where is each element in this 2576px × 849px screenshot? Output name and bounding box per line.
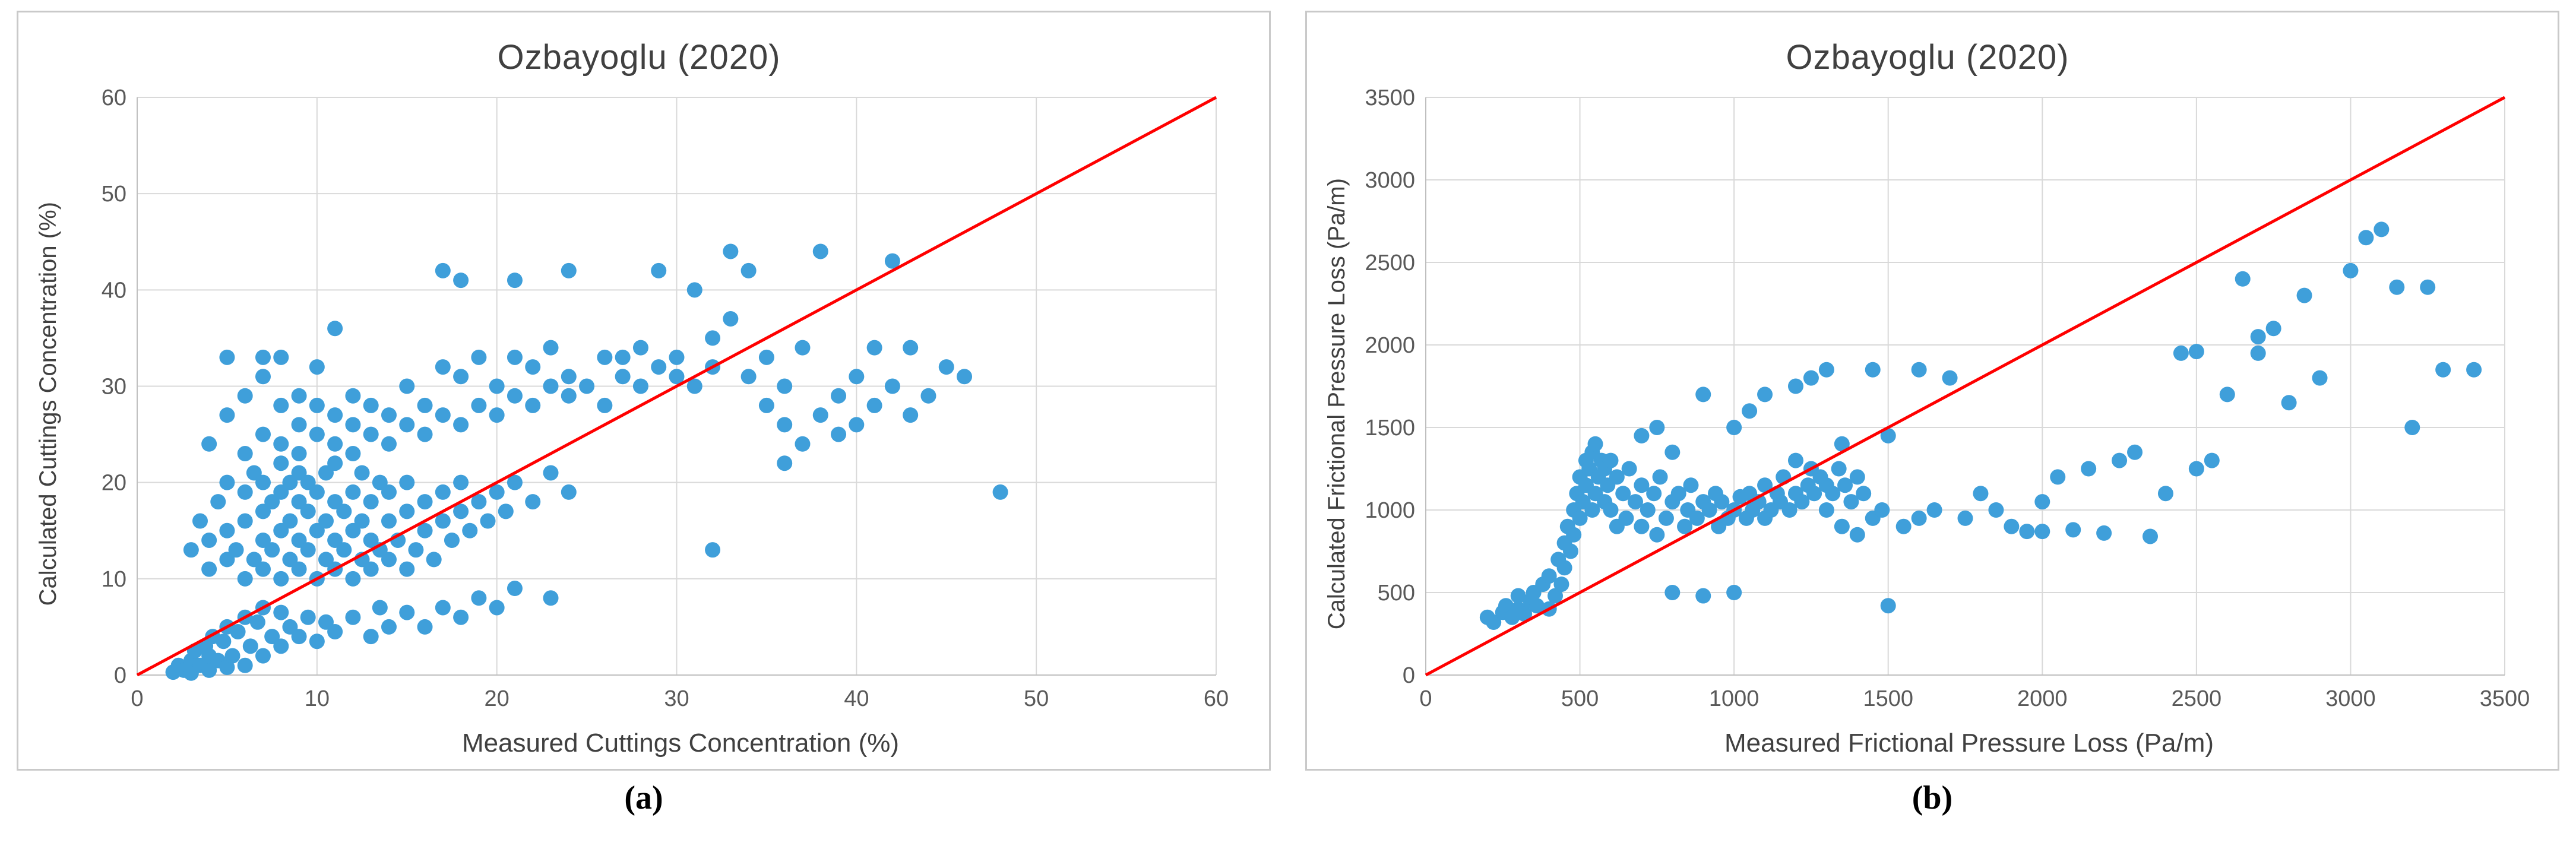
scatter-plot-b: 0 500 1000 1500 2000 2500 3000 3500 0 500 1000 1500… — [1356, 85, 2537, 723]
y-axis-label-col-a: Calculated Cuttings Concentration (%) — [29, 85, 67, 723]
y-axis-label-b: Calculated Frictional Pressure Loss (Pa/… — [1323, 178, 1350, 630]
svg-text:20: 20 — [485, 686, 509, 711]
svg-text:3000: 3000 — [1365, 168, 1415, 193]
scatter-plot-svg: 0 10 20 30 40 50 60 0 10 20 30 40 50 60 — [102, 85, 1229, 711]
x-axis-label-b: Measured Frictional Pressure Loss (Pa/m) — [1724, 728, 2214, 758]
svg-text:0: 0 — [131, 686, 143, 711]
svg-text:30: 30 — [102, 375, 126, 400]
caption-b: (b) — [1912, 780, 1953, 816]
svg-text:0: 0 — [1419, 686, 1432, 711]
chart-body-a: Calculated Cuttings Concentration (%) 0 1… — [29, 85, 1249, 723]
x-axis-label-a: Measured Cuttings Concentration (%) — [461, 728, 900, 758]
svg-text:50: 50 — [102, 182, 126, 207]
svg-text:10: 10 — [102, 567, 126, 592]
svg-text:500: 500 — [1561, 686, 1599, 711]
y-axis-label-col-b: Calculated Frictional Pressure Loss (Pa/… — [1318, 85, 1356, 723]
svg-text:0: 0 — [114, 663, 126, 688]
y-axis-label-a: Calculated Cuttings Concentration (%) — [34, 202, 61, 606]
svg-text:3000: 3000 — [2325, 686, 2376, 711]
svg-text:2000: 2000 — [2017, 686, 2068, 711]
svg-text:0: 0 — [1403, 663, 1415, 688]
svg-text:40: 40 — [844, 686, 869, 711]
svg-text:3500: 3500 — [2480, 686, 2530, 711]
svg-text:60: 60 — [102, 85, 126, 110]
chart-panel-a: Ozbayoglu (2020) Calculated Cuttings Con… — [17, 11, 1271, 771]
scatter-plot-svg: 0 500 1000 1500 2000 2500 3000 3500 0 500 1000 1500… — [1365, 85, 2530, 711]
svg-text:500: 500 — [1378, 581, 1415, 606]
svg-text:1000: 1000 — [1709, 686, 1759, 711]
svg-text:30: 30 — [664, 686, 689, 711]
svg-text:40: 40 — [102, 278, 126, 303]
svg-text:10: 10 — [305, 686, 330, 711]
panel-captions: (a) (b) — [0, 771, 2576, 817]
svg-text:20: 20 — [102, 471, 126, 496]
chart-body-b: Calculated Frictional Pressure Loss (Pa/… — [1318, 85, 2537, 723]
chart-title-a: Ozbayoglu (2020) — [497, 38, 781, 77]
chart-panels: Ozbayoglu (2020) Calculated Cuttings Con… — [17, 11, 2559, 771]
svg-text:1000: 1000 — [1365, 498, 1415, 523]
svg-text:50: 50 — [1024, 686, 1049, 711]
svg-text:1500: 1500 — [1365, 416, 1415, 441]
svg-text:2500: 2500 — [1365, 251, 1415, 275]
scatter-plot-a: 0 10 20 30 40 50 60 0 10 20 30 40 50 60 — [67, 85, 1249, 723]
chart-panel-b: Ozbayoglu (2020) Calculated Frictional P… — [1305, 11, 2559, 771]
svg-text:3500: 3500 — [1365, 85, 1415, 110]
caption-a: (a) — [624, 780, 663, 816]
svg-text:1500: 1500 — [1863, 686, 1913, 711]
svg-text:2500: 2500 — [2172, 686, 2222, 711]
chart-title-b: Ozbayoglu (2020) — [1786, 38, 2069, 77]
svg-text:60: 60 — [1204, 686, 1229, 711]
svg-text:2000: 2000 — [1365, 333, 1415, 358]
